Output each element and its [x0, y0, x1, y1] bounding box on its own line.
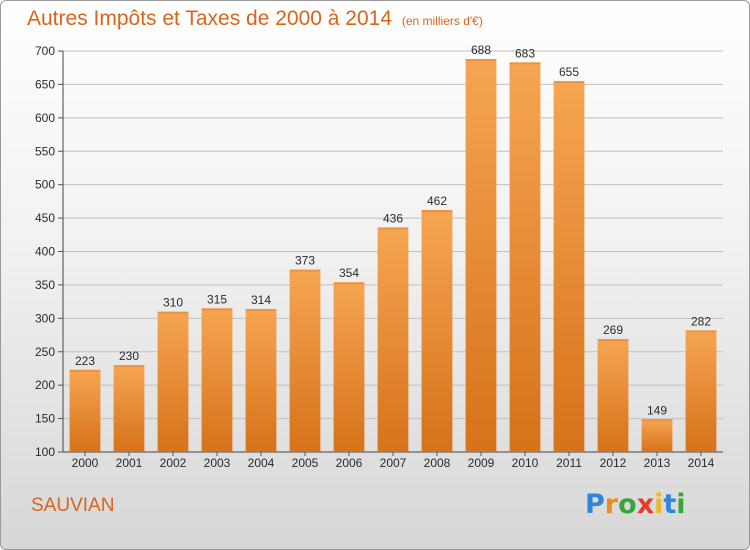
- chart-title-text: Autres Impôts et Taxes de 2000 à 2014: [27, 7, 393, 30]
- bar-2006: [333, 282, 365, 452]
- y-tick-label: 100: [35, 445, 55, 459]
- x-tick-label-2005: 2005: [292, 456, 319, 470]
- data-label-2007: 436: [383, 211, 403, 225]
- bar-layer: [69, 59, 717, 453]
- bar-top-edge-2008: [421, 210, 453, 213]
- bar-2008: [421, 210, 453, 452]
- x-tick-label-2014: 2014: [688, 456, 715, 470]
- bar-2001: [113, 365, 145, 452]
- x-tick-label-2010: 2010: [512, 456, 539, 470]
- bar-top-edge-2001: [113, 365, 145, 368]
- y-tick-label: 550: [35, 144, 55, 158]
- bar-top-edge-2002: [157, 311, 189, 314]
- chart-subtitle: (en milliers d'€): [401, 14, 483, 28]
- data-label-2002: 310: [163, 296, 183, 310]
- y-tick-label: 450: [35, 211, 55, 225]
- y-tick-label: 200: [35, 378, 55, 392]
- chart-title: Autres Impôts et Taxes de 2000 à 2014 (e…: [27, 7, 483, 31]
- data-label-2013: 149: [647, 403, 667, 417]
- x-tick-label-2001: 2001: [116, 456, 143, 470]
- bar-top-edge-2000: [69, 369, 101, 372]
- logo-letter: i: [676, 489, 686, 520]
- bar-2009: [465, 59, 497, 453]
- location-label: SAUVIAN: [31, 495, 115, 516]
- axis-layer: 100 150 200 250 300 350 400 450 500 550 600 650 700 2…: [35, 44, 723, 470]
- x-tick-label-2009: 2009: [468, 456, 495, 470]
- bar-top-edge-2005: [289, 269, 321, 272]
- bar-2003: [201, 308, 233, 452]
- x-tick-label-2000: 2000: [72, 456, 99, 470]
- bar-2000: [69, 369, 101, 452]
- x-tick-label-2006: 2006: [336, 456, 363, 470]
- x-tick-label-2004: 2004: [248, 456, 275, 470]
- x-tick-label-2007: 2007: [380, 456, 407, 470]
- bar-2011: [553, 81, 585, 452]
- logo-letter: P: [585, 489, 605, 520]
- bar-2014: [685, 330, 717, 452]
- data-label-2008: 462: [427, 194, 447, 208]
- bar-2005: [289, 269, 321, 452]
- data-label-2011: 655: [559, 65, 579, 79]
- bar-top-edge-2014: [685, 330, 717, 333]
- bar-top-edge-2012: [597, 339, 629, 342]
- y-tick-label: 650: [35, 77, 55, 91]
- proxiti-logo[interactable]: Proxiti: [585, 489, 686, 520]
- bar-top-edge-2004: [245, 308, 277, 311]
- data-label-2014: 282: [691, 314, 711, 328]
- bar-2010: [509, 62, 541, 453]
- logo-letter: o: [618, 489, 637, 520]
- y-tick-label: 500: [35, 178, 55, 192]
- data-label-2010: 683: [515, 46, 535, 60]
- y-tick-label: 600: [35, 111, 55, 125]
- y-tick-label: 700: [35, 44, 55, 58]
- x-tick-label-2008: 2008: [424, 456, 451, 470]
- data-label-2003: 315: [207, 292, 227, 306]
- data-label-2012: 269: [603, 323, 623, 337]
- x-tick-label-2011: 2011: [556, 456, 582, 470]
- bar-top-edge-2003: [201, 308, 233, 311]
- data-label-2001: 230: [119, 349, 139, 363]
- x-tick-label-2013: 2013: [644, 456, 671, 470]
- bar-2002: [157, 311, 189, 452]
- label-layer: 223 230 310 315 314 373 354 436 462 688 683 655 269 1…: [75, 43, 711, 417]
- bar-top-edge-2007: [377, 227, 409, 230]
- x-tick-label-2002: 2002: [160, 456, 187, 470]
- bar-2004: [245, 308, 277, 452]
- logo-letter: t: [663, 489, 677, 520]
- y-tick-label: 300: [35, 311, 55, 325]
- bar-2012: [597, 339, 629, 452]
- logo-letter: x: [636, 489, 655, 520]
- y-tick-label: 250: [35, 345, 55, 359]
- y-tick-label: 400: [35, 245, 55, 259]
- logo-letter: r: [604, 489, 619, 520]
- bar-top-edge-2009: [465, 59, 497, 62]
- bar-top-edge-2013: [641, 419, 673, 422]
- x-tick-label-2012: 2012: [600, 456, 627, 470]
- bar-top-edge-2006: [333, 282, 365, 285]
- y-tick-label: 350: [35, 278, 55, 292]
- bar-2013: [641, 419, 673, 452]
- data-label-2009: 688: [471, 43, 491, 57]
- logo-letter: i: [654, 489, 664, 520]
- data-label-2006: 354: [339, 266, 359, 280]
- bar-top-edge-2010: [509, 62, 541, 65]
- data-label-2000: 223: [75, 354, 95, 368]
- data-label-2004: 314: [251, 293, 271, 307]
- x-tick-label-2003: 2003: [204, 456, 231, 470]
- y-tick-label: 150: [35, 412, 55, 426]
- data-label-2005: 373: [295, 254, 315, 268]
- bar-2007: [377, 227, 409, 452]
- bar-top-edge-2011: [553, 81, 585, 84]
